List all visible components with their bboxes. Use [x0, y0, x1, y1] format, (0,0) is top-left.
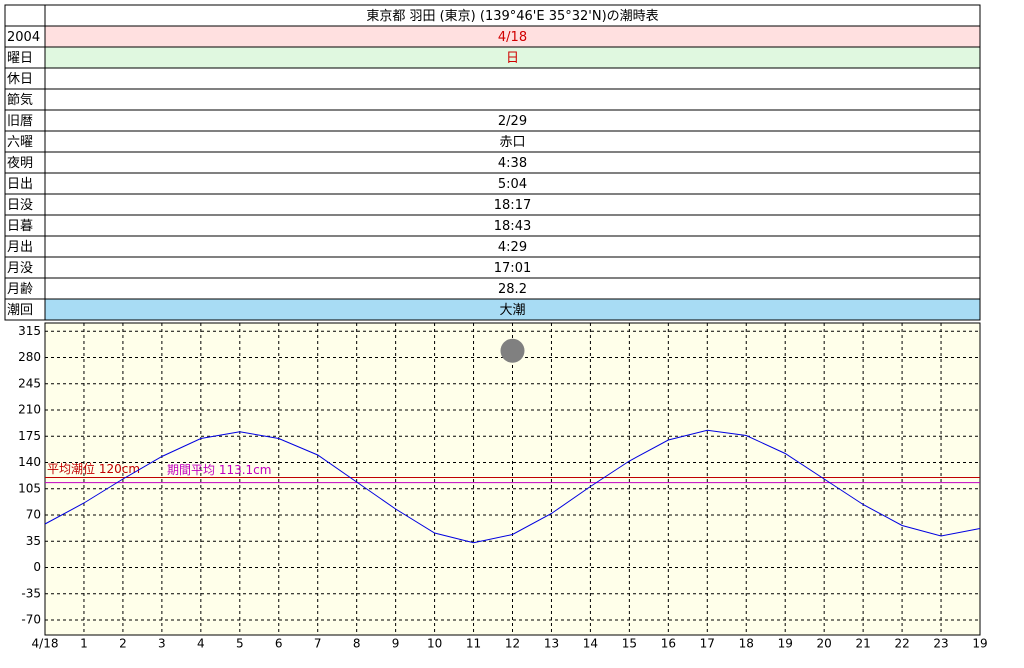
row-value: 2/29: [498, 114, 527, 129]
y-tick-label: 210: [18, 403, 41, 417]
y-tick-label: 140: [18, 455, 41, 469]
x-tick-label: 22: [894, 637, 909, 651]
row-label: 旧暦: [7, 114, 33, 129]
row-label: 夜明: [7, 156, 33, 171]
x-tick-label: 8: [353, 637, 361, 651]
x-tick-label: 10: [427, 637, 442, 651]
x-tick-label: 9: [392, 637, 400, 651]
y-tick-label: -70: [21, 613, 41, 627]
x-tick-label: 7: [314, 637, 322, 651]
row-value: 5:04: [498, 177, 527, 192]
x-tick-label: 19: [778, 637, 793, 651]
row-label: 節気: [7, 92, 33, 108]
y-tick-label: 0: [33, 560, 41, 574]
tide-line: [44, 429, 981, 544]
row-label: 月齢: [7, 282, 33, 297]
row-value: 4:29: [498, 240, 527, 255]
x-tick-label: 21: [855, 637, 870, 651]
y-tick-label: 315: [18, 324, 41, 338]
row-label: 曜日: [7, 51, 33, 66]
row-label: 休日: [7, 72, 33, 87]
row-label: 月出: [7, 240, 33, 255]
row-value: 赤口: [499, 135, 525, 150]
row-value: 28.2: [498, 282, 527, 297]
value-cell: [44, 88, 981, 111]
y-tick-label: 280: [18, 350, 41, 364]
moon-marker: [500, 338, 525, 363]
x-tick-label: 20: [817, 637, 832, 651]
row-value: 18:17: [494, 198, 531, 213]
value-cell: [44, 298, 981, 321]
row-value: 4/18: [498, 30, 527, 45]
x-tick-label: 11: [466, 637, 481, 651]
x-tick-label: 18: [739, 637, 754, 651]
x-tick-label: 6: [275, 637, 283, 651]
y-tick-label: 35: [26, 534, 41, 548]
y-tick-label: -35: [21, 586, 41, 600]
x-tick-label: 4: [197, 637, 205, 651]
row-label: 日暮: [7, 219, 33, 234]
row-value: 4:38: [498, 156, 527, 171]
row-label: 日没: [7, 198, 33, 213]
x-tick-label: 12: [505, 637, 520, 651]
mean-label: 平均潮位 120cm: [47, 461, 140, 476]
row-label: 潮回: [7, 303, 33, 318]
mean-label: 期間平均 113.1cm: [167, 463, 271, 477]
row-value: 日: [506, 51, 519, 66]
table-title: 東京都 羽田 (東京) (139°46'E 35°32'N)の潮時表: [366, 8, 658, 24]
row-label: 月没: [7, 261, 33, 276]
x-tick-label: 19: [972, 637, 987, 651]
row-value: 17:01: [494, 261, 531, 276]
x-tick-label: 23: [933, 637, 948, 651]
y-tick-label: 245: [18, 376, 41, 390]
x-tick-label: 16: [661, 637, 676, 651]
row-value: 大潮: [499, 303, 525, 318]
row-value: 18:43: [494, 219, 531, 234]
x-tick-label: 1: [80, 637, 88, 651]
x-tick-label: 5: [236, 637, 244, 651]
row-label: 2004: [7, 30, 40, 45]
row-label: 六曜: [7, 135, 33, 150]
y-tick-label: 105: [18, 481, 41, 495]
x-tick-label: 17: [700, 637, 715, 651]
x-tick-label: 2: [119, 637, 127, 651]
x-tick-label: 3: [158, 637, 166, 651]
value-cell: [44, 67, 981, 90]
x-tick-label: 4/18: [32, 637, 59, 651]
x-tick-label: 13: [544, 637, 559, 651]
x-tick-label: 15: [622, 637, 637, 651]
y-tick-label: 70: [26, 508, 41, 522]
row-label: 日出: [7, 177, 33, 192]
y-tick-label: 175: [18, 429, 41, 443]
x-tick-label: 14: [583, 637, 598, 651]
